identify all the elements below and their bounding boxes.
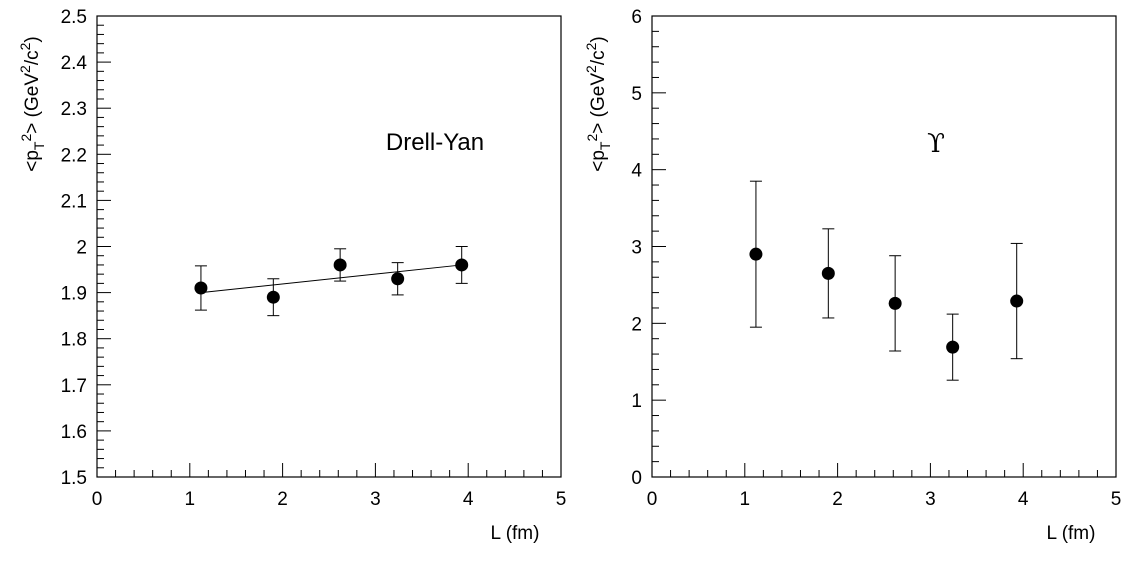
y-tick-label: 1.7 [61, 376, 87, 397]
fit-line [200, 264, 462, 294]
plot-frame [96, 15, 562, 478]
panel-annotation: Drell-Yan [386, 129, 484, 156]
x-tick-label: 4 [463, 489, 474, 510]
panel-drell-yan: 0 1 2 3 4 5 1.5 1.6 1.7 1.8 1.9 2 2.1 2.2 2.3 2.4 2.5 L (… [17, 7, 566, 544]
y-axis-title: <pT2> (GeV2/c2) [583, 36, 613, 171]
y-tick-label: 5 [631, 84, 642, 105]
y-tick-label: 2.5 [61, 7, 87, 28]
panel-annotation: ϒ [927, 129, 945, 159]
y-tick-label: 3 [631, 238, 642, 259]
x-tick-label: 3 [925, 489, 936, 510]
x-tick-label: 0 [92, 489, 103, 510]
data-point [888, 296, 902, 310]
y-tick-label: 1.5 [61, 468, 87, 489]
y-tick-label: 2.4 [61, 53, 88, 74]
y-tick-label: 6 [631, 7, 642, 28]
data-point [749, 247, 763, 261]
x-tick-label: 3 [370, 489, 381, 510]
y-tick-label: 1.9 [61, 284, 87, 305]
x-tick-label: 4 [1018, 489, 1029, 510]
x-tick-label: 0 [647, 489, 658, 510]
data-point [1010, 294, 1024, 308]
data-point [946, 340, 960, 354]
y-tick-label: 1.6 [61, 422, 87, 443]
y-tick-label: 2.3 [61, 99, 87, 120]
x-tick-label: 1 [740, 489, 751, 510]
y-axis-title: <pT2> (GeV2/c2) [17, 36, 47, 171]
y-tick-label: 4 [631, 161, 642, 182]
y-tick-label: 0 [631, 468, 642, 489]
data-point [455, 258, 469, 272]
panel-upsilon: 0 1 2 3 4 5 0 1 2 3 4 5 6 L (fm) <pT2> (GeV2/c2) ϒ [583, 7, 1121, 544]
data-point [194, 281, 208, 295]
x-axis-title: L (fm) [491, 523, 540, 544]
y-tick-label: 1 [631, 391, 642, 412]
y-tick-label: 2 [631, 314, 642, 335]
x-tick-label: 5 [1111, 489, 1122, 510]
y-tick-label: 2.1 [61, 191, 87, 212]
x-tick-label: 5 [556, 489, 567, 510]
y-tick-label: 2 [76, 238, 87, 259]
data-point [266, 290, 280, 304]
x-tick-label: 2 [277, 489, 288, 510]
data-point [333, 258, 347, 272]
y-tick-label: 2.2 [61, 145, 87, 166]
x-tick-label: 2 [832, 489, 843, 510]
data-point [391, 272, 405, 286]
data-point [821, 266, 835, 280]
y-tick-label: 1.8 [61, 330, 87, 351]
plot-frame [651, 15, 1117, 478]
x-tick-label: 1 [185, 489, 196, 510]
x-axis-title: L (fm) [1047, 523, 1096, 544]
